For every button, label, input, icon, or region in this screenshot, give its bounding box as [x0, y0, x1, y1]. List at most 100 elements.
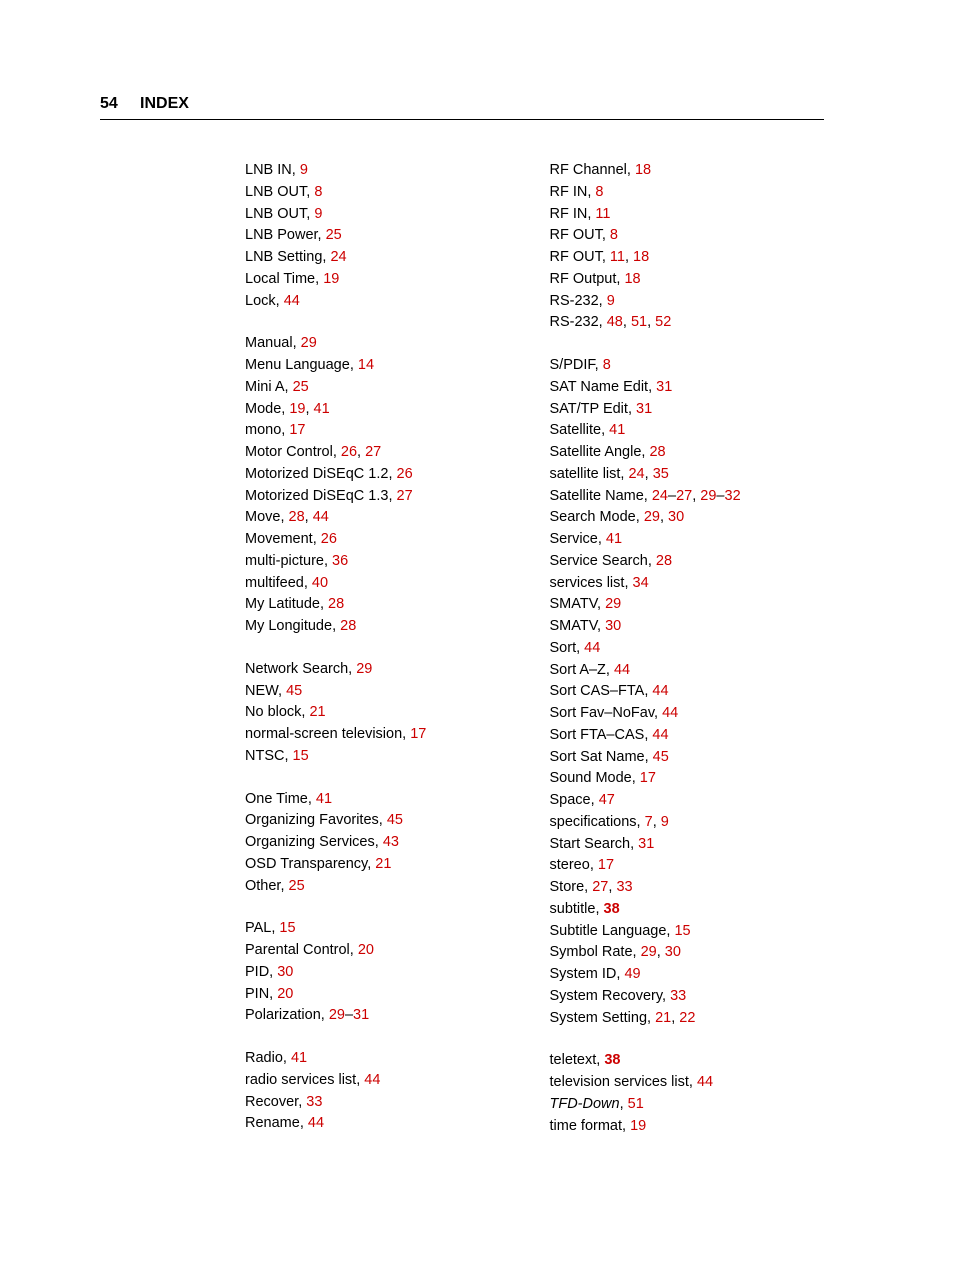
page-ref-link[interactable]: 44 — [614, 662, 630, 678]
page-ref-link[interactable]: 40 — [312, 575, 328, 591]
page-ref-link[interactable]: 29 — [700, 488, 716, 504]
page-ref-link[interactable]: 51 — [631, 314, 647, 330]
page-ref-link[interactable]: 8 — [595, 184, 603, 200]
page-ref-link[interactable]: 20 — [358, 942, 374, 958]
page-ref-link[interactable]: 17 — [289, 422, 305, 438]
page-ref-link[interactable]: 17 — [640, 770, 656, 786]
page-ref-link[interactable]: 15 — [293, 748, 309, 764]
page-ref-link[interactable]: 15 — [674, 923, 690, 939]
page-ref-link[interactable]: 41 — [609, 422, 625, 438]
page-ref-link[interactable]: 44 — [313, 509, 329, 525]
page-ref-link[interactable]: 28 — [656, 553, 672, 569]
page-ref-link[interactable]: 31 — [636, 401, 652, 417]
page-ref-link[interactable]: 35 — [653, 466, 669, 482]
page-ref-link[interactable]: 41 — [606, 531, 622, 547]
page-ref-link[interactable]: 9 — [300, 162, 308, 178]
page-ref-link[interactable]: 18 — [624, 271, 640, 287]
page-ref-link[interactable]: 8 — [610, 227, 618, 243]
page-ref-link[interactable]: 30 — [668, 509, 684, 525]
page-ref-link[interactable]: 31 — [638, 836, 654, 852]
page-ref-link[interactable]: 44 — [662, 705, 678, 721]
page-ref-link[interactable]: 38 — [604, 1052, 620, 1068]
page-ref-link[interactable]: 28 — [328, 596, 344, 612]
page-ref-link[interactable]: 20 — [277, 986, 293, 1002]
page-ref-link[interactable]: 29 — [301, 335, 317, 351]
page-ref-link[interactable]: 31 — [656, 379, 672, 395]
page-ref-link[interactable]: 26 — [397, 466, 413, 482]
page-ref-link[interactable]: 27 — [676, 488, 692, 504]
page-ref-link[interactable]: 33 — [670, 988, 686, 1004]
page-ref-link[interactable]: 26 — [341, 444, 357, 460]
page-ref-link[interactable]: 28 — [289, 509, 305, 525]
page-ref-link[interactable]: 19 — [289, 401, 305, 417]
page-ref-link[interactable]: 17 — [410, 726, 426, 742]
page-ref-link[interactable]: 14 — [358, 357, 374, 373]
page-ref-link[interactable]: 8 — [314, 184, 322, 200]
page-ref-link[interactable]: 30 — [665, 944, 681, 960]
page-ref-link[interactable]: 29 — [641, 944, 657, 960]
page-ref-link[interactable]: 44 — [697, 1074, 713, 1090]
page-ref-link[interactable]: 44 — [652, 683, 668, 699]
page-ref-link[interactable]: 21 — [309, 704, 325, 720]
page-ref-link[interactable]: 36 — [332, 553, 348, 569]
page-ref-link[interactable]: 44 — [364, 1072, 380, 1088]
page-ref-link[interactable]: 29 — [356, 661, 372, 677]
page-ref-link[interactable]: 29 — [605, 596, 621, 612]
page-ref-link[interactable]: 33 — [306, 1094, 322, 1110]
page-ref-link[interactable]: 9 — [607, 293, 615, 309]
page-ref-link[interactable]: 41 — [291, 1050, 307, 1066]
page-ref-link[interactable]: 22 — [679, 1010, 695, 1026]
page-ref-link[interactable]: 24 — [330, 249, 346, 265]
page-ref-link[interactable]: 27 — [365, 444, 381, 460]
page-ref-link[interactable]: 28 — [340, 618, 356, 634]
page-ref-link[interactable]: 52 — [655, 314, 671, 330]
page-ref-link[interactable]: 45 — [653, 749, 669, 765]
page-ref-link[interactable]: 41 — [314, 401, 330, 417]
page-ref-link[interactable]: 31 — [353, 1007, 369, 1023]
page-ref-link[interactable]: 45 — [387, 812, 403, 828]
page-ref-link[interactable]: 49 — [624, 966, 640, 982]
page-ref-link[interactable]: 44 — [652, 727, 668, 743]
page-ref-link[interactable]: 29 — [644, 509, 660, 525]
page-ref-link[interactable]: 24 — [652, 488, 668, 504]
page-ref-link[interactable]: 45 — [286, 683, 302, 699]
page-ref-link[interactable]: 11 — [595, 206, 610, 222]
page-ref-link[interactable]: 26 — [321, 531, 337, 547]
page-ref-link[interactable]: 51 — [628, 1096, 644, 1112]
page-ref-link[interactable]: 11 — [610, 249, 625, 265]
page-ref-link[interactable]: 44 — [308, 1115, 324, 1131]
page-ref-link[interactable]: 19 — [323, 271, 339, 287]
page-ref-link[interactable]: 9 — [661, 814, 669, 830]
page-ref-link[interactable]: 27 — [592, 879, 608, 895]
page-ref-link[interactable]: 9 — [314, 206, 322, 222]
page-ref-link[interactable]: 30 — [277, 964, 293, 980]
page-ref-link[interactable]: 24 — [628, 466, 644, 482]
page-ref-link[interactable]: 44 — [284, 293, 300, 309]
page-ref-link[interactable]: 25 — [326, 227, 342, 243]
page-ref-link[interactable]: 48 — [607, 314, 623, 330]
page-ref-link[interactable]: 15 — [279, 920, 295, 936]
page-ref-link[interactable]: 21 — [375, 856, 391, 872]
page-ref-link[interactable]: 30 — [605, 618, 621, 634]
index-term: LNB OUT — [245, 184, 306, 200]
page-ref-link[interactable]: 34 — [633, 575, 649, 591]
page-ref-link[interactable]: 18 — [633, 249, 649, 265]
page-ref-link[interactable]: 32 — [725, 488, 741, 504]
page-ref-link[interactable]: 41 — [316, 791, 332, 807]
page-ref-link[interactable]: 18 — [635, 162, 651, 178]
page-ref-link[interactable]: 33 — [616, 879, 632, 895]
page-ref-link[interactable]: 38 — [604, 901, 620, 917]
page-ref-link[interactable]: 8 — [603, 357, 611, 373]
page-ref-link[interactable]: 25 — [289, 878, 305, 894]
page-ref-link[interactable]: 44 — [584, 640, 600, 656]
page-ref-link[interactable]: 25 — [293, 379, 309, 395]
page-ref-link[interactable]: 19 — [630, 1118, 646, 1134]
page-ref-link[interactable]: 17 — [598, 857, 614, 873]
page-ref-link[interactable]: 28 — [649, 444, 665, 460]
page-ref-link[interactable]: 43 — [383, 834, 399, 850]
page-ref-link[interactable]: 21 — [655, 1010, 671, 1026]
page-ref-link[interactable]: 27 — [397, 488, 413, 504]
page-ref-link[interactable]: 7 — [645, 814, 653, 830]
page-ref-link[interactable]: 29 — [329, 1007, 345, 1023]
page-ref-link[interactable]: 47 — [599, 792, 615, 808]
